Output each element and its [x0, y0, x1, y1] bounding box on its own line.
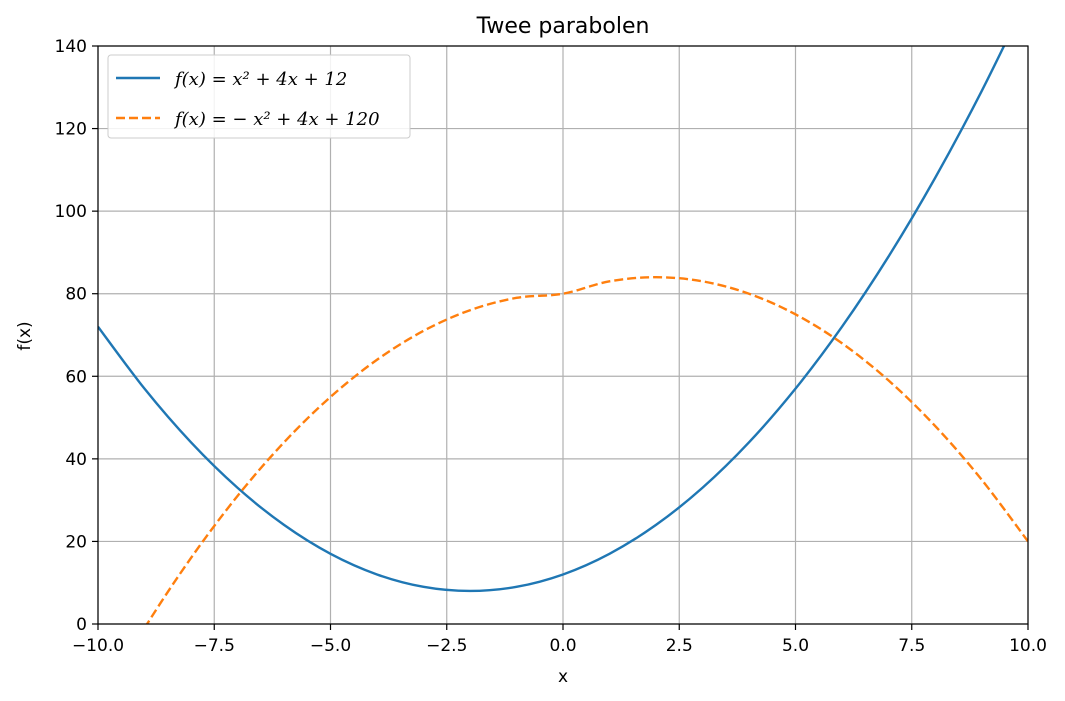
x-tick-label: 10.0	[1009, 636, 1047, 656]
y-tick-label: 100	[55, 202, 87, 222]
x-tick-label: −2.5	[426, 636, 467, 656]
legend: f(x) = x² + 4x + 12 f(x) = − x² + 4x + 1…	[107, 54, 411, 139]
x-tick-label: 5.0	[782, 636, 809, 656]
x-tick-label: 2.5	[666, 636, 693, 656]
x-tick-label: −5.0	[310, 636, 351, 656]
y-tick-label: 80	[65, 285, 87, 305]
legend-box	[107, 54, 411, 139]
y-tick-label: 20	[65, 532, 87, 552]
x-tick-label: −7.5	[194, 636, 235, 656]
y-tick-label: 140	[55, 37, 87, 57]
series-layer	[98, 46, 1028, 624]
y-tick-label: 60	[65, 367, 87, 387]
y-tick-label: 40	[65, 450, 87, 470]
y-tick-label: 0	[76, 615, 87, 635]
legend-label-series-1: f(x) = x² + 4x + 12	[173, 69, 347, 90]
legend-label-series-2: f(x) = − x² + 4x + 120	[173, 109, 380, 130]
x-axis-label: x	[558, 667, 568, 687]
x-tick-label: 0.0	[549, 636, 576, 656]
x-tick-label: 7.5	[898, 636, 925, 656]
series-line-2	[145, 276, 1028, 624]
series-line-1	[98, 46, 1006, 593]
y-tick-label: 120	[55, 120, 87, 140]
x-tick-label: −10.0	[72, 636, 124, 656]
y-axis-label: f(x)	[15, 321, 35, 350]
chart-title: Twee parabolen	[476, 14, 650, 39]
y-axis-ticks: 0 20 40 60 80 100 120 140	[55, 37, 98, 635]
x-axis-ticks: −10.0 −7.5 −5.0 −2.5 0.0 2.5 5.0 7.5 10.0	[72, 624, 1047, 656]
